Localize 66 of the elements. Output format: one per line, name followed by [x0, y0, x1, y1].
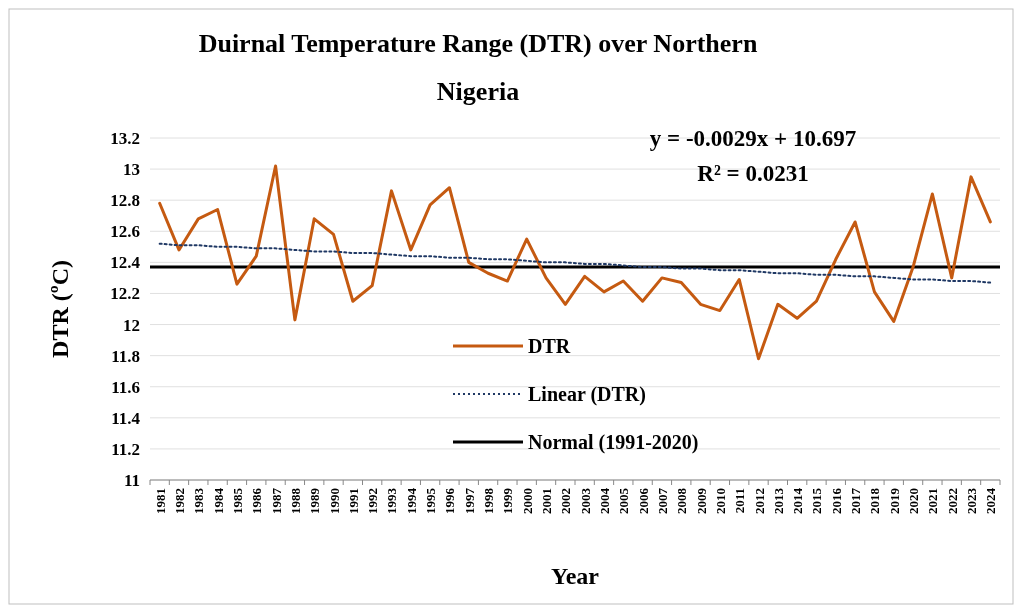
legend-label: Linear (DTR)	[528, 383, 646, 406]
x-tick-label: 2010	[712, 488, 728, 514]
x-tick-label: 2005	[616, 487, 632, 514]
x-tick-label: 1990	[326, 488, 342, 514]
x-tick-label: 1981	[152, 488, 168, 514]
x-tick-label: 2015	[809, 487, 825, 514]
x-tick-label: 1994	[403, 487, 419, 514]
y-tick-label: 11.4	[111, 408, 141, 428]
x-tick-label: 2014	[790, 487, 806, 514]
x-tick-label: 2020	[906, 488, 922, 514]
x-tick-label: 1996	[442, 487, 458, 514]
x-tick-label: 2023	[964, 487, 980, 514]
x-tick-label: 2011	[732, 488, 748, 514]
x-tick-label: 2003	[577, 487, 593, 514]
x-tick-label: 2021	[925, 488, 941, 514]
y-tick-label: 11.6	[111, 377, 140, 397]
x-tick-label: 2009	[693, 487, 709, 514]
x-tick-label: 1989	[307, 487, 323, 514]
line-series	[158, 242, 992, 284]
x-tick-label: 1992	[365, 488, 381, 514]
x-tick-label: 2008	[674, 487, 690, 514]
x-tick-label: 2018	[867, 487, 883, 514]
y-axis-title: DTR (ºC)	[47, 260, 73, 358]
x-tick-label: 1985	[229, 487, 245, 514]
x-tick-label: 2022	[944, 488, 960, 514]
y-tick-label: 12.4	[110, 253, 141, 273]
annotation: R² = 0.0231	[697, 161, 809, 186]
x-tick-label: 2024	[983, 487, 999, 514]
y-tick-label: 13.2	[110, 129, 140, 148]
x-axis-title: Year	[551, 563, 600, 589]
x-tick-label: 1993	[384, 487, 400, 514]
x-tick-label: 2017	[848, 487, 864, 514]
x-tick-label: 1998	[481, 487, 497, 514]
x-tick-label: 2004	[596, 487, 612, 514]
x-tick-label: 1987	[268, 487, 284, 514]
x-tick-label: 1997	[461, 487, 477, 514]
y-tick-label: 11	[123, 471, 140, 490]
line-series	[158, 164, 992, 361]
x-tick-label: 2006	[635, 487, 651, 514]
x-tick-label: 2019	[886, 487, 902, 514]
x-tick-label: 1999	[500, 487, 516, 514]
y-tick-label: 13	[123, 160, 140, 180]
x-tick-label: 2007	[654, 487, 670, 514]
x-tick-label: 1983	[191, 487, 207, 514]
x-tick-label: 2000	[519, 488, 535, 514]
y-tick-label: 11.2	[111, 439, 140, 459]
y-tick-label: 12.8	[110, 191, 140, 211]
x-tick-label: 1984	[210, 487, 226, 514]
chart-title: Duirnal Temperature Range (DTR) over Northern Nigeria	[198, 29, 758, 106]
y-tick-label: 12.2	[110, 284, 140, 304]
x-tick-label: 1991	[345, 488, 361, 514]
y-tick-label: 11.8	[111, 346, 140, 366]
x-tick-label: 2002	[558, 488, 574, 514]
x-tick-label: 2013	[770, 487, 786, 514]
x-tick-label: 1995	[423, 487, 439, 514]
x-tick-label: 1982	[171, 488, 187, 514]
legend-label: DTR	[528, 335, 571, 357]
x-tick-label: 2016	[828, 487, 844, 514]
legend-label: Normal (1991-2020)	[528, 431, 699, 454]
y-tick-label: 12.6	[110, 222, 140, 242]
x-tick-label: 2001	[539, 488, 555, 514]
x-tick-label: 1988	[287, 487, 303, 514]
y-tick-label: 12	[123, 315, 140, 335]
x-tick-label: 1986	[249, 487, 265, 514]
x-tick-label: 2012	[751, 488, 767, 514]
annotation: y = -0.0029x + 10.697	[649, 126, 857, 151]
